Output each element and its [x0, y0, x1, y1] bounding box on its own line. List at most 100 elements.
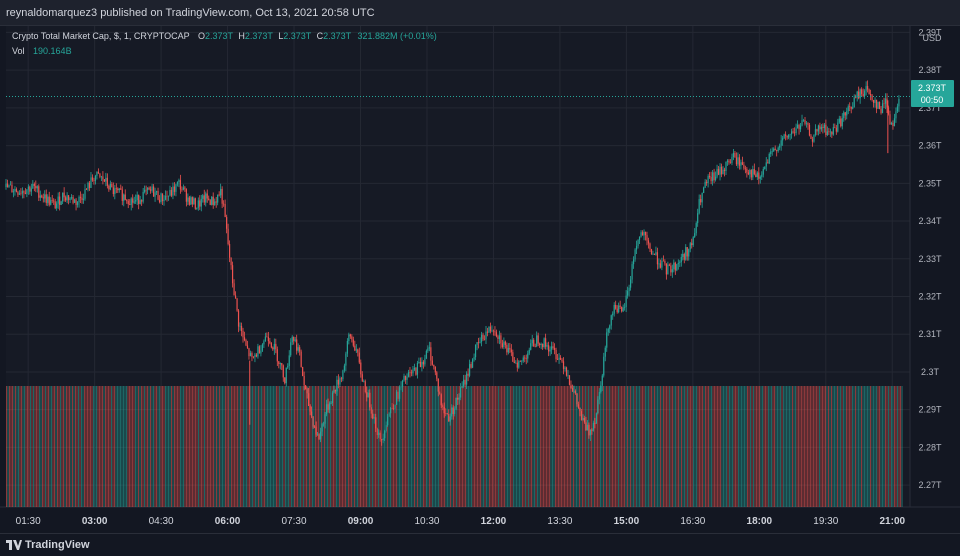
candle-body — [689, 243, 691, 250]
volume-bar — [244, 386, 246, 507]
volume-bar — [54, 386, 56, 507]
candle-body — [48, 196, 50, 205]
volume-bar — [555, 386, 557, 507]
volume-bar — [235, 386, 237, 507]
candle-body — [440, 394, 442, 406]
volume-bar — [196, 386, 198, 507]
volume-bar — [384, 386, 386, 507]
candle-body — [354, 345, 356, 351]
candle-body — [91, 177, 94, 181]
candle-body — [59, 196, 61, 205]
volume-bar — [292, 386, 294, 507]
candle-body — [415, 367, 417, 375]
candle-body — [795, 128, 797, 134]
volume-bar — [702, 386, 704, 507]
candle-body — [217, 194, 219, 203]
candle-body — [573, 391, 575, 392]
candle-body — [501, 343, 503, 347]
candle-body — [570, 384, 572, 389]
candle-body — [473, 357, 475, 360]
candle-body — [6, 183, 9, 188]
candle-body — [463, 379, 465, 387]
candle-body — [82, 198, 85, 200]
candle-body — [8, 185, 10, 188]
candle-body — [293, 336, 295, 341]
candle-body — [740, 162, 742, 166]
candle-body — [56, 203, 58, 209]
volume-bar — [777, 386, 779, 507]
volume-bar — [49, 386, 51, 507]
candle-body — [555, 349, 557, 360]
candle-body — [200, 198, 202, 207]
candle-body — [744, 168, 746, 170]
candle-body — [771, 151, 773, 152]
candle-body — [343, 365, 345, 371]
candle-body — [546, 345, 548, 347]
candle-body — [471, 359, 474, 368]
candle-body — [610, 315, 612, 326]
volume-bar — [748, 386, 750, 507]
candle-body — [443, 406, 445, 414]
candle-body — [193, 198, 195, 205]
volume-bar — [606, 386, 608, 507]
volume-bar — [799, 386, 801, 507]
candle-body — [36, 186, 38, 189]
volume-bar — [696, 386, 698, 507]
y-tick-label: 2.27T — [918, 480, 942, 490]
volume-bar — [436, 386, 438, 507]
volume-bar — [546, 386, 548, 507]
volume-bar — [442, 386, 444, 507]
candle-body — [251, 353, 253, 357]
author-name[interactable]: reynaldomarquez3 — [6, 7, 98, 19]
candle-body — [864, 90, 866, 96]
volume-bar — [58, 386, 60, 507]
candle-body — [321, 424, 323, 432]
candle-body — [57, 196, 59, 204]
volume-bar — [864, 386, 866, 507]
footer-brand[interactable]: TradingView — [25, 539, 90, 551]
volume-bar — [573, 386, 575, 507]
volume-bar — [681, 386, 683, 507]
volume-bar — [637, 386, 639, 507]
volume-bar — [642, 386, 644, 507]
site-name[interactable]: TradingView.com, — [165, 7, 253, 19]
candle-body — [615, 304, 617, 309]
candle-body — [367, 392, 369, 398]
candle-body — [559, 357, 562, 360]
volume-bar — [582, 386, 584, 507]
volume-bar — [157, 386, 159, 507]
candle-body — [155, 191, 158, 193]
candle-body — [145, 189, 147, 191]
volume-bar — [82, 386, 84, 507]
candle-body — [658, 263, 660, 265]
volume-bar — [517, 386, 519, 507]
volume-bar — [421, 386, 423, 507]
candle-body — [734, 152, 736, 158]
candle-body — [841, 118, 843, 127]
volume-bar — [490, 386, 492, 507]
volume-bar — [147, 386, 149, 507]
volume-bar — [450, 386, 452, 507]
symbol-title[interactable]: Crypto Total Market Cap, $, 1, CRYPTOCAP — [12, 31, 190, 41]
volume-bar — [291, 386, 293, 507]
candle-body — [625, 295, 627, 308]
volume-bar — [451, 386, 453, 507]
candle-body — [838, 118, 840, 123]
volume-bar — [660, 386, 662, 507]
candle-body — [300, 351, 302, 367]
candle-body — [246, 345, 249, 349]
publish-datetime: Oct 13, 2021 20:58 UTC — [255, 7, 375, 19]
candle-body — [178, 180, 180, 182]
candle-body — [121, 189, 123, 201]
x-tick-label: 21:00 — [879, 516, 905, 527]
volume-bar — [420, 386, 422, 507]
candle-body — [476, 342, 478, 345]
volume-bar — [445, 386, 447, 507]
volume-bar — [643, 386, 645, 507]
volume-bar — [664, 386, 666, 507]
volume-bar — [61, 386, 63, 507]
volume-bar — [381, 386, 383, 507]
volume-bar — [463, 386, 465, 507]
volume-bar — [67, 386, 69, 507]
